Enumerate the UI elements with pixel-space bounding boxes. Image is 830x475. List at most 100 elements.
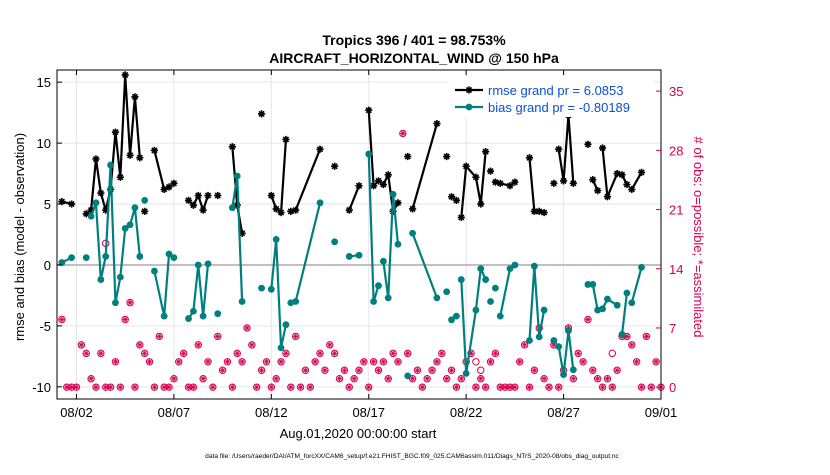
- obs-marker: [365, 383, 373, 391]
- rmse-point: [486, 167, 495, 175]
- legend-box: [449, 77, 653, 117]
- rmse-point: [141, 207, 149, 215]
- obs-marker: [404, 349, 412, 358]
- series-line-segment: [528, 265, 546, 341]
- bias-point: [535, 333, 543, 341]
- obs-marker: [603, 375, 612, 383]
- bias-point: [599, 305, 606, 313]
- bias-point: [58, 259, 66, 266]
- rmse-point: [267, 191, 275, 200]
- obs-marker: [204, 358, 212, 366]
- obs-marker: [267, 383, 276, 391]
- x-tick-label: 08/02: [60, 405, 93, 420]
- bias-point: [472, 306, 480, 314]
- obs-marker: [530, 366, 539, 374]
- obs-marker: [428, 366, 436, 374]
- bias-point: [448, 316, 455, 324]
- bias-point: [550, 337, 558, 344]
- rmse-point: [462, 162, 470, 170]
- obs-marker: [199, 375, 207, 383]
- x-tick-label: 08/17: [352, 405, 385, 420]
- bias-point: [526, 337, 533, 344]
- rmse-point: [184, 196, 193, 204]
- bias-point: [482, 276, 490, 283]
- obs-marker: [97, 349, 105, 358]
- obs-marker: [345, 383, 353, 391]
- rmse-point: [457, 213, 465, 222]
- legend: rmse grand pr = 6.0853 bias grand pr = -…: [449, 77, 653, 117]
- bias-point: [185, 315, 192, 322]
- rmse-point: [68, 200, 76, 208]
- bias-point: [277, 344, 285, 352]
- y-right-tick-label: 7: [669, 321, 676, 336]
- chart-subtitle: AIRCRAFT_HORIZONTAL_WIND @ 150 hPa: [269, 50, 559, 66]
- rmse-point: [228, 143, 236, 151]
- obs-marker: [608, 383, 616, 391]
- obs-marker: [175, 358, 183, 366]
- obs-marker: [413, 366, 422, 374]
- bias-point: [604, 295, 611, 303]
- series-line-segment: [460, 267, 487, 375]
- bias-point: [565, 327, 572, 335]
- legend-bias-label: bias grand pr = -0.80189: [488, 100, 630, 115]
- obs-marker: [442, 375, 451, 383]
- rmse-point: [618, 171, 626, 179]
- obs-marker: [116, 383, 125, 391]
- y-left-tick-label: 15: [37, 75, 51, 90]
- obs-marker: [647, 383, 655, 391]
- obs-marker: [287, 383, 295, 391]
- y-axis-right-label: # of obs: o=possible; *=assimilated: [691, 137, 706, 338]
- rmse-point: [482, 148, 490, 156]
- bias-point: [214, 310, 222, 318]
- y-right-tick-label: 21: [669, 203, 683, 218]
- obs-marker: [155, 332, 163, 341]
- obs-marker: [438, 349, 446, 358]
- bias-point: [126, 221, 134, 229]
- bias-point: [613, 301, 621, 309]
- y-right-tick-label: 14: [669, 262, 683, 277]
- obs-marker: [209, 383, 217, 391]
- obs-marker: [238, 358, 246, 366]
- bias-point: [102, 253, 110, 260]
- series-line-segment: [153, 253, 171, 318]
- y-left-tick-label: 10: [37, 136, 51, 151]
- obs-marker: [145, 358, 154, 366]
- rmse-point: [404, 152, 412, 161]
- rmse-point: [589, 176, 597, 184]
- obs-marker: [121, 315, 129, 324]
- bias-point: [238, 298, 246, 305]
- bias-point: [628, 299, 636, 307]
- series-line-segment: [620, 292, 628, 335]
- obs-marker: [326, 341, 334, 349]
- obs-marker: [106, 383, 115, 391]
- rmse-point: [540, 208, 548, 217]
- obs-marker: [340, 366, 349, 374]
- y-left-tick-label: -10: [32, 380, 51, 395]
- obs-marker: [423, 375, 431, 383]
- bias-point: [165, 250, 173, 258]
- obs-marker: [384, 375, 392, 383]
- series-line-segment: [411, 123, 438, 210]
- y-left-tick-label: 0: [44, 258, 51, 273]
- series-line-segment: [294, 148, 322, 211]
- x-tick-label: 08/12: [255, 405, 288, 420]
- bias-point: [370, 298, 378, 305]
- bias-point: [68, 254, 76, 262]
- rmse-point: [92, 155, 100, 163]
- y-right-tick-label: 0: [669, 380, 676, 395]
- obs-marker: [593, 375, 602, 383]
- rmse-point: [555, 145, 563, 153]
- bias-point: [589, 281, 597, 288]
- rmse-point: [472, 173, 480, 181]
- obs-marker: [637, 383, 646, 391]
- obs-marker: [72, 383, 81, 391]
- obs-marker: [296, 383, 305, 391]
- rmse-point: [603, 193, 612, 201]
- bias-point: [379, 257, 387, 265]
- obs-marker: [179, 349, 188, 358]
- obs-marker: [306, 383, 314, 391]
- bias-point: [569, 366, 577, 374]
- obs-marker: [189, 383, 198, 391]
- bias-point: [530, 262, 538, 270]
